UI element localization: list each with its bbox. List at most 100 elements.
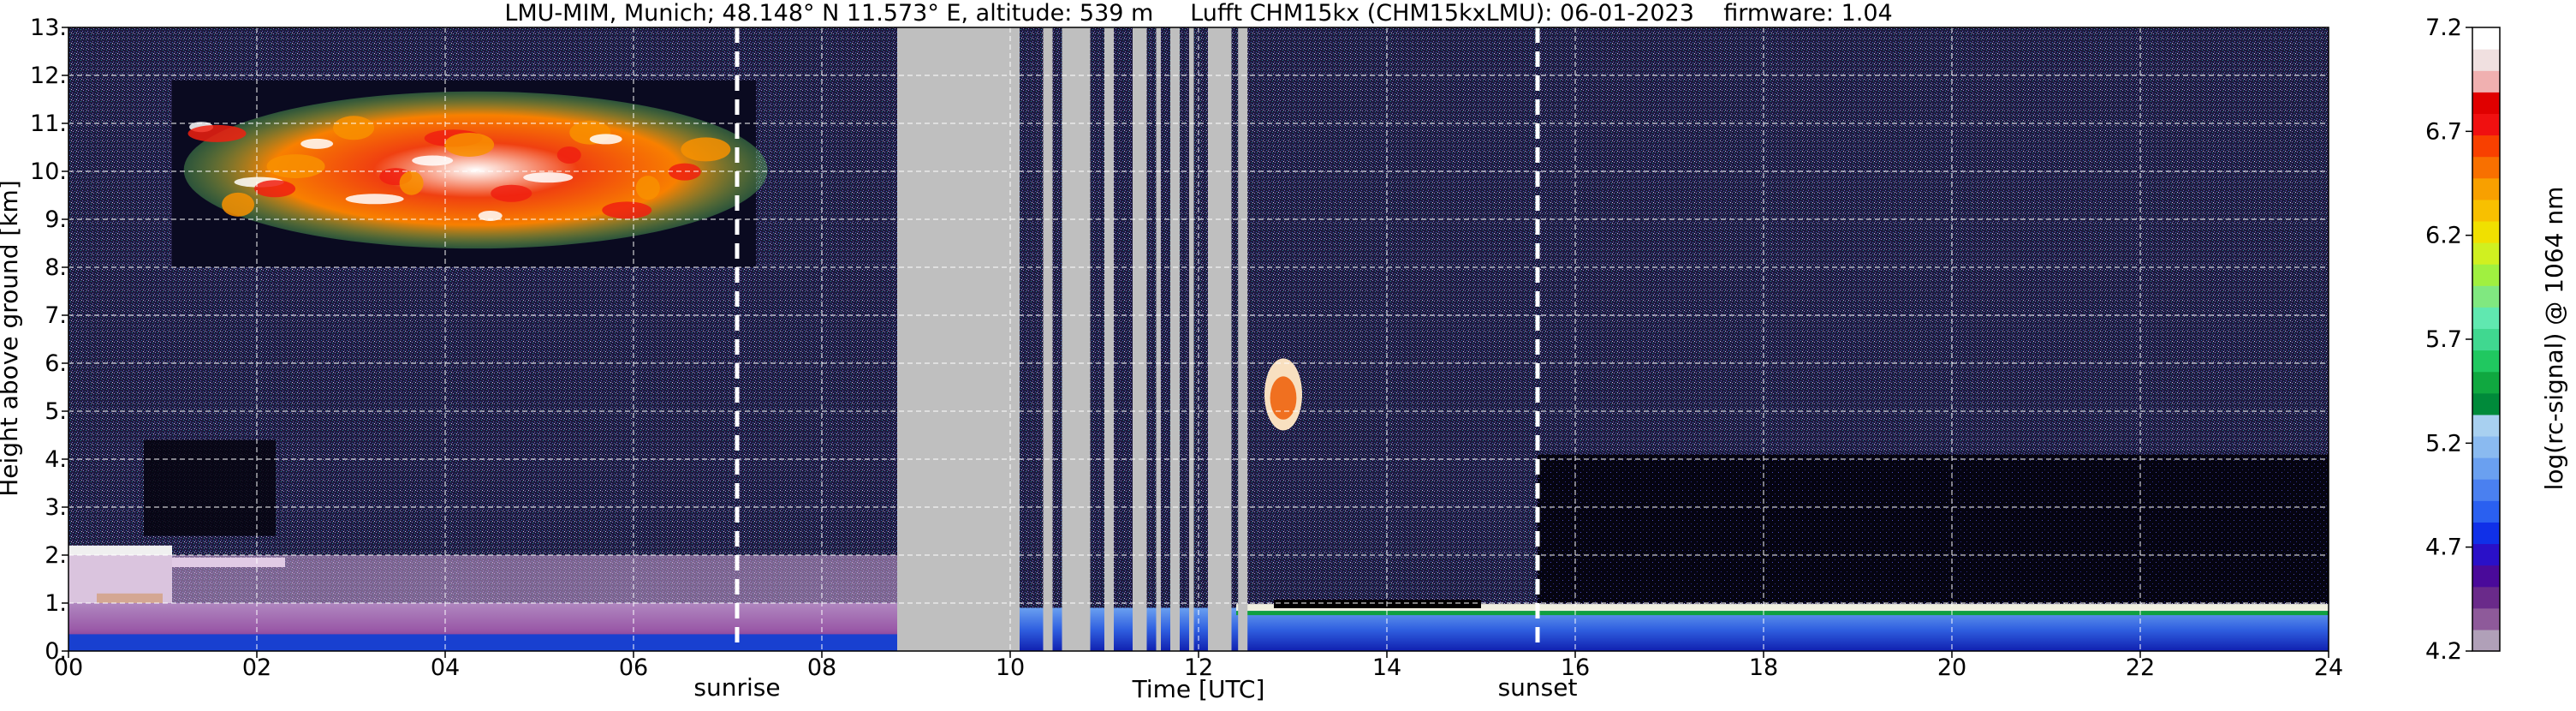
colorbar-segment — [2472, 285, 2500, 308]
y-tick-label: 10. — [30, 158, 67, 185]
boundary-layer-top — [1236, 604, 2329, 612]
cirrus-streak — [602, 201, 652, 219]
boundary-layer-base — [68, 634, 897, 651]
colorbar-tick-label: 5.2 — [2425, 430, 2462, 457]
missing-data-band — [1062, 27, 1091, 651]
y-tick-label: 1. — [45, 590, 67, 617]
x-tick-label: 10 — [996, 654, 1025, 681]
colorbar-segment — [2472, 586, 2500, 609]
cirrus-streak — [412, 155, 454, 166]
plot-annotations: sunrise sunset — [693, 27, 1577, 702]
cirrus-streak — [668, 163, 701, 181]
plot-background — [68, 27, 2329, 651]
colorbar-segment — [2472, 607, 2500, 630]
colorbar-segment — [2472, 350, 2500, 373]
colorbar-segment — [2472, 457, 2500, 480]
colorbar-segment — [2472, 220, 2500, 243]
cirrus-streak — [444, 132, 495, 157]
colorbar-segment — [2472, 27, 2500, 50]
y-tick-label: 11. — [30, 111, 67, 137]
dark-region-morning — [144, 439, 276, 536]
colorbar-segment — [2472, 156, 2500, 179]
colorbar-tick-label: 6.7 — [2425, 118, 2462, 145]
aerosol-haze — [68, 555, 897, 603]
colorbar-tick-label: 4.2 — [2425, 638, 2462, 665]
colorbar-segment — [2472, 264, 2500, 286]
cirrus-streak — [556, 146, 581, 164]
colorbar-segment — [2472, 177, 2500, 200]
y-tick-label: 5. — [45, 398, 67, 425]
x-tick-label: 18 — [1749, 654, 1778, 681]
colorbar-segment — [2472, 629, 2500, 652]
missing-data-band — [1043, 27, 1053, 651]
colorbar-segment — [2472, 328, 2500, 351]
colorbar-segment — [2472, 199, 2500, 222]
colorbar-segment — [2472, 371, 2500, 394]
cirrus-streak — [635, 176, 660, 200]
colorbar: 4.2 4.7 5.2 5.7 6.2 6.7 7.2 — [2425, 15, 2501, 665]
colorbar-segment — [2472, 565, 2500, 588]
x-tick-label: 04 — [431, 654, 460, 681]
plot-features — [68, 27, 2329, 651]
x-tick-label: 02 — [242, 654, 271, 681]
boundary-layer-black-band — [1274, 600, 1481, 608]
x-tick-label: 08 — [807, 654, 836, 681]
colorbar-tick-label: 6.2 — [2425, 223, 2462, 249]
x-tick-label: 22 — [2126, 654, 2155, 681]
colorbar-segment — [2472, 522, 2500, 545]
x-tick-label: 12 — [1184, 654, 1213, 681]
cirrus-streak — [491, 184, 532, 202]
missing-data-band — [1133, 27, 1147, 651]
colorbar-segment — [2472, 500, 2500, 523]
colorbar-tick-label: 5.7 — [2425, 326, 2462, 353]
colorbar-segment — [2472, 113, 2500, 136]
x-tick-label: 16 — [1561, 654, 1590, 681]
missing-data-band — [897, 27, 1020, 651]
dark-region-evening — [1538, 454, 2329, 603]
plot-axes: 00 02 04 06 08 10 12 14 16 18 20 22 24 0. 1. 2. 3. 4. 5. 6.… — [30, 15, 2343, 681]
colorbar-tick-label: 7.2 — [2425, 15, 2462, 41]
boundary-layer-top-green — [1236, 611, 2329, 616]
missing-data-band — [1156, 27, 1161, 651]
missing-data-band — [1208, 27, 1232, 651]
colorbar-segment — [2472, 435, 2500, 458]
y-tick-label: 0. — [45, 638, 67, 665]
colorbar-segment — [2472, 307, 2500, 330]
colorbar-tick-label: 4.7 — [2425, 535, 2462, 561]
y-tick-label: 4. — [45, 446, 67, 473]
cirrus-streak — [478, 210, 503, 221]
cirrus-streak — [345, 194, 404, 205]
sunset-label: sunset — [1498, 673, 1578, 702]
x-tick-label: 20 — [1937, 654, 1966, 681]
y-tick-label: 12. — [30, 63, 67, 89]
plot-grid — [68, 27, 2329, 651]
cirrus-streak — [589, 134, 622, 145]
y-tick-label: 7. — [45, 302, 67, 329]
sunrise-label: sunrise — [693, 673, 780, 702]
colorbar-segment — [2472, 414, 2500, 437]
colorbar-segment — [2472, 70, 2500, 93]
cirrus-streak — [681, 137, 731, 162]
y-tick-label: 2. — [45, 542, 67, 569]
missing-data-band — [1170, 27, 1180, 651]
missing-data-band — [1189, 27, 1194, 651]
cirrus-streak — [187, 124, 247, 142]
chart-title: LMU-MIM, Munich; 48.148° N 11.573° E, al… — [504, 0, 1892, 27]
y-tick-label: 6. — [45, 350, 67, 377]
colorbar-segment — [2472, 92, 2500, 115]
colorbar-segment — [2472, 49, 2500, 71]
colorbar-segment — [2472, 543, 2500, 566]
colorbar-segment — [2472, 392, 2500, 415]
cloud-patch-core — [1270, 376, 1297, 420]
missing-data-band — [1238, 27, 1248, 651]
x-axis-label: Time [UTC] — [1132, 675, 1265, 703]
x-tick-label: 00 — [54, 654, 83, 681]
cirrus-streak — [333, 116, 375, 140]
x-tick-label: 24 — [2314, 654, 2343, 681]
x-tick-label: 06 — [619, 654, 648, 681]
x-tick-label: 14 — [1372, 654, 1401, 681]
cirrus-streak — [399, 170, 424, 195]
cirrus-streak — [254, 180, 296, 198]
